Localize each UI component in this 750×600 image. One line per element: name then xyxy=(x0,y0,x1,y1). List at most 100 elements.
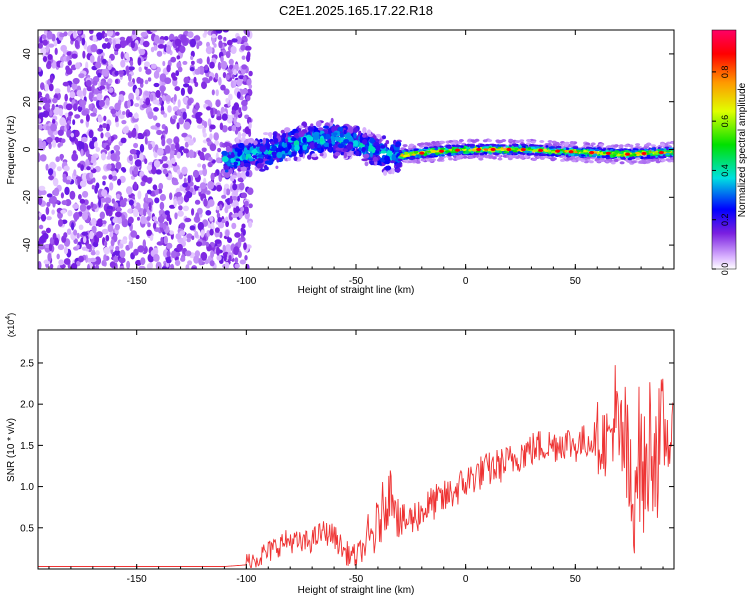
heatmap-cell xyxy=(337,143,344,149)
heatmap-peak xyxy=(476,147,482,152)
heatmap-cell xyxy=(161,155,168,162)
heatmap-cell xyxy=(423,153,428,156)
heatmap-cell xyxy=(91,225,97,234)
heatmap-cell xyxy=(166,138,173,145)
heatmap-cell xyxy=(646,154,651,157)
heatmap-cell xyxy=(220,55,224,63)
heatmap-cell xyxy=(76,260,81,267)
heatmap-cell xyxy=(468,144,474,147)
heatmap-cell xyxy=(101,43,108,49)
heatmap-cell xyxy=(138,66,142,73)
heatmap-cell xyxy=(413,149,417,152)
heatmap-cell xyxy=(192,169,200,178)
heatmap-cell xyxy=(605,156,611,160)
heatmap-cell xyxy=(538,153,543,157)
heatmap-cell xyxy=(151,63,157,69)
heatmap-cell xyxy=(666,147,670,151)
heatmap-cell xyxy=(73,103,78,112)
heatmap-cell xyxy=(430,150,436,153)
heatmap-cell xyxy=(386,150,393,157)
heatmap-cell xyxy=(191,235,195,241)
heatmap-cell xyxy=(127,81,134,87)
heatmap-cell xyxy=(409,143,414,147)
snr-scale-exponent: 4 xyxy=(5,316,12,320)
heatmap-cell xyxy=(588,154,593,157)
heatmap-cell xyxy=(226,146,231,151)
heatmap-cell xyxy=(79,180,87,188)
heatmap-cell xyxy=(246,78,252,86)
x-tick-label: -150 xyxy=(127,276,147,287)
heatmap-cell xyxy=(364,161,369,167)
heatmap-cell xyxy=(129,60,134,67)
heatmap-cell xyxy=(82,87,87,97)
heatmap-cell xyxy=(60,44,67,52)
heatmap-cell xyxy=(236,91,241,99)
heatmap-cell xyxy=(635,143,641,147)
heatmap-cell xyxy=(64,186,70,196)
heatmap-cell xyxy=(216,116,222,121)
heatmap-cell xyxy=(225,51,231,59)
heatmap-cell xyxy=(65,68,73,75)
heatmap-cell xyxy=(415,160,421,164)
heatmap-cell xyxy=(86,166,91,171)
heatmap-cell xyxy=(74,40,80,49)
heatmap-cell xyxy=(98,99,105,108)
heatmap-cell xyxy=(426,153,430,156)
heatmap-cell xyxy=(158,39,165,45)
heatmap-cell xyxy=(146,263,152,269)
heatmap-cell xyxy=(523,155,529,159)
heatmap-cell xyxy=(186,104,190,109)
heatmap-cell xyxy=(145,68,152,75)
heatmap-cell xyxy=(131,204,135,210)
heatmap-cell xyxy=(645,160,651,164)
heatmap-cell xyxy=(71,222,75,231)
heatmap-cell xyxy=(166,258,172,264)
heatmap-cell xyxy=(296,157,302,162)
heatmap-cell xyxy=(58,219,63,227)
heatmap-cell xyxy=(511,152,517,155)
heatmap-cell xyxy=(650,155,656,159)
heatmap-cell xyxy=(153,107,159,112)
heatmap-cell xyxy=(90,251,96,256)
heatmap-cell xyxy=(96,218,104,228)
heatmap-cell xyxy=(294,144,300,152)
heatmap-cell xyxy=(483,148,489,151)
heatmap-cell xyxy=(140,257,146,265)
heatmap-cell xyxy=(96,93,103,101)
heatmap-cell xyxy=(165,145,171,154)
heatmap-cell xyxy=(340,151,345,156)
heatmap-cell xyxy=(508,138,514,142)
heatmap-cell xyxy=(140,181,146,187)
heatmap-cell xyxy=(52,177,59,187)
y-tick-label: -40 xyxy=(22,237,33,252)
heatmap-cell xyxy=(106,155,111,160)
heatmap-cell xyxy=(120,239,128,245)
heatmap-cell xyxy=(343,129,347,135)
heatmap-cell xyxy=(216,246,220,256)
heatmap-cell xyxy=(38,153,41,162)
heatmap-cell xyxy=(81,211,88,221)
heatmap-cell xyxy=(259,145,267,153)
heatmap-cell xyxy=(92,177,96,183)
heatmap-cell xyxy=(53,106,61,116)
colorbar-tick-label: 0.8 xyxy=(720,66,730,79)
heatmap-cell xyxy=(198,187,202,193)
heatmap-cell xyxy=(172,76,178,81)
heatmap-cell xyxy=(345,132,351,140)
heatmap-cell xyxy=(378,138,382,144)
heatmap-cell xyxy=(63,232,68,239)
heatmap-cell xyxy=(176,55,181,60)
heatmap-cell xyxy=(570,153,575,156)
heatmap-cell xyxy=(127,208,132,214)
heatmap-cell xyxy=(278,147,286,151)
heatmap-cell xyxy=(150,30,158,33)
heatmap-cell xyxy=(245,170,250,177)
heatmap-peak xyxy=(538,148,544,152)
heatmap-cell xyxy=(551,157,557,161)
heatmap-cell xyxy=(519,156,525,160)
heatmap-cell xyxy=(59,61,64,68)
heatmap-cell xyxy=(137,190,142,200)
heatmap-cell xyxy=(195,112,201,121)
heatmap-cell xyxy=(189,225,196,231)
heatmap-cell xyxy=(171,250,177,259)
